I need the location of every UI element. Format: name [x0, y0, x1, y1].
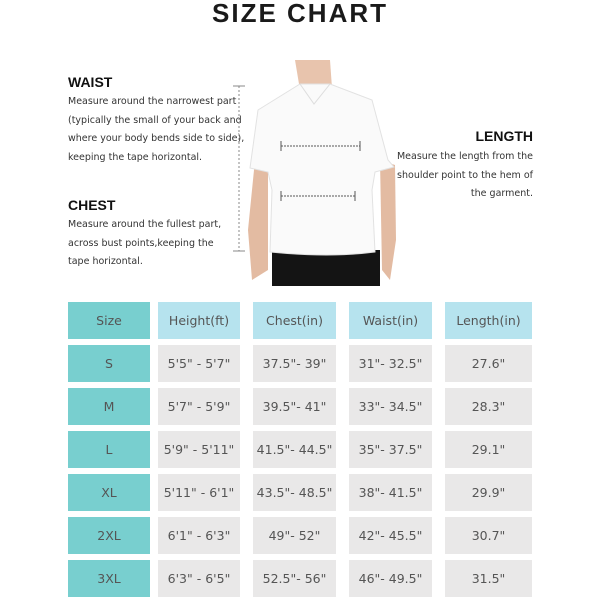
- header-size: Size: [68, 302, 150, 339]
- text-line: tape horizontal.: [68, 256, 143, 267]
- cell-size: 2XL: [68, 517, 150, 554]
- header-length: Length(in): [445, 302, 532, 339]
- neck-skin: [295, 60, 332, 90]
- arm-left: [248, 160, 268, 280]
- cell-waist: 35"- 37.5": [349, 431, 432, 468]
- length-description: Measure the length from the shoulder poi…: [397, 148, 533, 204]
- cell-chest: 52.5"- 56": [253, 560, 336, 597]
- chest-heading: CHEST: [68, 197, 116, 213]
- cell-chest: 43.5"- 48.5": [253, 474, 336, 511]
- cell-waist: 38"- 41.5": [349, 474, 432, 511]
- chest-measure-line: [280, 141, 361, 151]
- pants: [272, 250, 380, 286]
- cell-size: 3XL: [68, 560, 150, 597]
- cell-chest: 49"- 52": [253, 517, 336, 554]
- cell-waist: 46"- 49.5": [349, 560, 432, 597]
- cell-length: 27.6": [445, 345, 532, 382]
- cell-waist: 42"- 45.5": [349, 517, 432, 554]
- cell-waist: 33"- 34.5": [349, 388, 432, 425]
- text-line: the garment.: [470, 188, 533, 199]
- waist-description: Measure around the narrowest part (typic…: [68, 93, 244, 167]
- cell-height: 5'7" - 5'9": [158, 388, 240, 425]
- waist-measure-line: [280, 191, 356, 201]
- cell-length: 31.5": [445, 560, 532, 597]
- page-title: SIZE CHART: [212, 0, 388, 28]
- text-line: Measure around the narrowest part: [68, 96, 237, 107]
- cell-size: L: [68, 431, 150, 468]
- text-line: Measure around the fullest part,: [68, 219, 222, 230]
- cell-height: 5'9" - 5'11": [158, 431, 240, 468]
- cell-height: 6'1" - 6'3": [158, 517, 240, 554]
- cell-size: S: [68, 345, 150, 382]
- cell-length: 30.7": [445, 517, 532, 554]
- cell-size: M: [68, 388, 150, 425]
- length-heading: LENGTH: [475, 128, 533, 144]
- shirt-illustration: [233, 60, 396, 286]
- cell-chest: 41.5"- 44.5": [253, 431, 336, 468]
- shirt: [249, 83, 395, 256]
- header-height: Height(ft): [158, 302, 240, 339]
- cell-waist: 31"- 32.5": [349, 345, 432, 382]
- cell-height: 5'5" - 5'7": [158, 345, 240, 382]
- cell-length: 28.3": [445, 388, 532, 425]
- waist-heading: WAIST: [68, 74, 113, 90]
- arm-right: [380, 160, 396, 280]
- length-measure-line: [233, 85, 245, 252]
- text-line: shoulder point to the hem of: [397, 169, 533, 181]
- text-line: (typically the small of your back and: [68, 114, 242, 126]
- text-line: across bust points,keeping the: [68, 237, 214, 249]
- header-waist: Waist(in): [349, 302, 432, 339]
- cell-chest: 39.5"- 41": [253, 388, 336, 425]
- text-line: keeping the tape horizontal.: [68, 151, 203, 163]
- text-line: where your body bends side to side),: [68, 133, 245, 144]
- cell-height: 5'11" - 6'1": [158, 474, 240, 511]
- text-line: Measure the length from the: [396, 151, 533, 162]
- cell-size: XL: [68, 474, 150, 511]
- cell-chest: 37.5"- 39": [253, 345, 336, 382]
- header-chest: Chest(in): [253, 302, 336, 339]
- cell-length: 29.1": [445, 431, 532, 468]
- chest-description: Measure around the fullest part, across …: [68, 216, 221, 272]
- cell-length: 29.9": [445, 474, 532, 511]
- cell-height: 6'3" - 6'5": [158, 560, 240, 597]
